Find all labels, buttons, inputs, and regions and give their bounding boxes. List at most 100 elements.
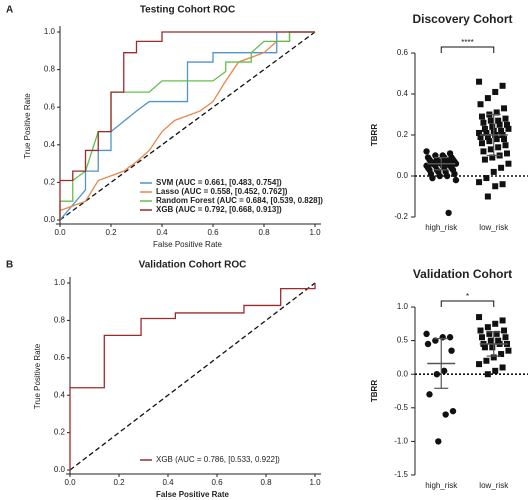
data-point <box>503 150 510 157</box>
data-point <box>478 113 485 120</box>
data-point <box>484 324 491 331</box>
data-point <box>505 160 512 167</box>
y-tick-label: 0.5 <box>397 336 409 345</box>
data-point <box>490 168 497 175</box>
x-tick-label: 0.6 <box>211 478 223 487</box>
data-point <box>436 172 443 180</box>
y-tick-label: 1.0 <box>397 302 409 311</box>
data-point <box>492 367 499 374</box>
data-point <box>493 136 500 143</box>
y-tick-label: 0.0 <box>397 171 409 180</box>
legend-label: Random Forest (AUC = 0.684, [0.539, 0.82… <box>156 196 323 205</box>
x-tick-label: 1.0 <box>309 228 321 237</box>
x-tick-label: 0.4 <box>156 228 168 237</box>
data-point <box>498 351 505 358</box>
data-point <box>477 327 484 334</box>
significance-label: * <box>466 292 469 301</box>
x-tick-label: high_risk <box>425 223 458 232</box>
data-point <box>502 115 509 122</box>
y-axis-label: TBRR <box>370 380 379 402</box>
data-point <box>499 181 506 188</box>
legend-label: Lasso (AUC = 0.558, [0.452, 0.762]) <box>156 187 288 196</box>
roc-curve <box>59 31 315 221</box>
data-point <box>477 134 484 141</box>
y-tick-label: -0.5 <box>394 403 408 412</box>
data-point <box>487 337 494 344</box>
data-point <box>492 88 499 95</box>
data-point <box>439 334 446 341</box>
chart-title: Testing Cohort ROC <box>140 5 235 16</box>
x-tick-label: 1.0 <box>309 478 321 487</box>
legend-label: XGB (AUC = 0.786, [0.533, 0.922]) <box>156 455 280 464</box>
y-tick-label: -1.5 <box>394 470 408 479</box>
data-point <box>493 330 500 337</box>
data-point <box>476 78 483 85</box>
panel-label: B <box>6 260 13 271</box>
data-point <box>498 127 505 134</box>
y-tick-label: 1.0 <box>44 27 56 36</box>
data-point <box>442 411 449 418</box>
y-tick-label: -0.2 <box>394 212 408 221</box>
data-point <box>499 82 506 89</box>
y-tick-label: 0.6 <box>397 48 409 57</box>
data-point <box>499 317 506 324</box>
y-tick-label: 0.0 <box>397 369 409 378</box>
data-point <box>483 357 490 364</box>
data-point <box>446 334 454 341</box>
y-tick-label: 0.6 <box>44 102 56 111</box>
y-tick-label: -1.0 <box>394 437 408 446</box>
significance-bracket <box>440 300 495 307</box>
data-point <box>476 129 483 136</box>
data-point <box>429 174 436 182</box>
legend-label: SVM (AUC = 0.661, [0.483, 0.754]) <box>156 178 282 187</box>
data-point <box>495 144 502 151</box>
y-axis-label: TBRR <box>370 124 379 146</box>
x-tick-label: low_risk <box>479 223 509 232</box>
significance-bracket <box>440 46 495 53</box>
data-point <box>489 154 496 161</box>
data-point <box>481 344 488 351</box>
chart-title: Validation Cohort ROC <box>139 260 247 271</box>
legend-label: XGB (AUC = 0.792, [0.668, 0.913]) <box>156 205 282 214</box>
data-point <box>501 105 508 112</box>
data-point <box>433 371 441 378</box>
x-tick-label: 0.2 <box>113 478 125 487</box>
data-point <box>503 121 510 128</box>
data-point <box>476 314 483 321</box>
y-tick-label: 0.4 <box>54 390 66 399</box>
data-point <box>477 101 484 108</box>
error-bar <box>427 156 456 171</box>
data-point <box>484 193 491 200</box>
data-point <box>440 367 448 375</box>
x-tick-label: low_risk <box>479 481 509 490</box>
reference-diagonal <box>69 282 316 471</box>
data-point <box>492 320 499 327</box>
data-point <box>452 176 460 184</box>
data-point <box>435 438 442 445</box>
x-tick-label: 0.8 <box>258 228 270 237</box>
roc-curve <box>59 31 315 220</box>
data-point <box>493 109 500 116</box>
data-point <box>452 160 460 167</box>
data-point <box>505 125 512 132</box>
data-point <box>495 337 502 344</box>
data-point <box>445 209 452 217</box>
y-axis-label: True Positive Rate <box>23 93 32 159</box>
y-tick-label: 0.8 <box>54 316 66 325</box>
data-point <box>489 344 496 351</box>
y-tick-label: 0.0 <box>54 465 66 474</box>
y-tick-label: 0.2 <box>397 130 409 139</box>
data-point <box>496 121 503 128</box>
data-point <box>490 354 497 361</box>
x-tick-label: 0.8 <box>260 478 272 487</box>
data-point <box>489 123 496 130</box>
data-point <box>502 334 509 341</box>
data-point <box>483 129 490 136</box>
data-point <box>486 330 493 337</box>
data-point <box>487 146 494 153</box>
data-point <box>486 138 493 145</box>
x-tick-label: 0.6 <box>207 228 219 237</box>
data-point <box>484 134 491 141</box>
x-tick-label: high_risk <box>425 481 458 490</box>
